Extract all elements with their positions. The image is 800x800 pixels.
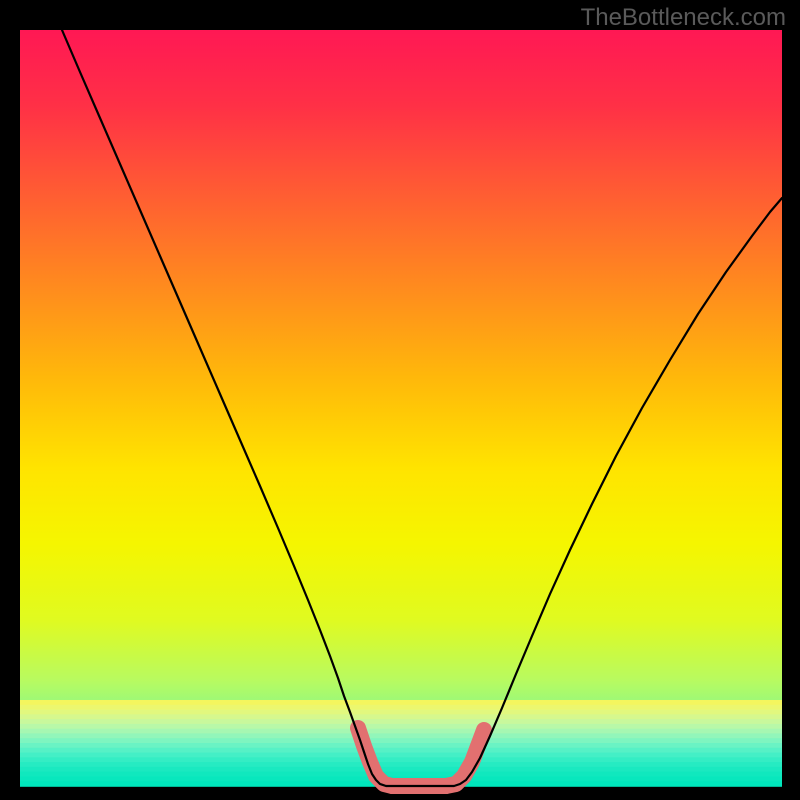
band-row: [20, 757, 782, 763]
band-row: [20, 772, 782, 778]
band-row: [20, 714, 782, 720]
band-row: [20, 724, 782, 730]
gradient-panel: [20, 30, 782, 786]
band-row: [20, 729, 782, 735]
band-row: [20, 733, 782, 739]
chart-stage: TheBottleneck.com: [0, 0, 800, 800]
band-row: [20, 710, 782, 716]
chart-svg: [0, 0, 800, 800]
band-row: [20, 743, 782, 749]
band-row: [20, 738, 782, 744]
band-row: [20, 762, 782, 768]
band-row: [20, 753, 782, 759]
band-row: [20, 767, 782, 773]
band-row: [20, 719, 782, 725]
band-row: [20, 700, 782, 706]
watermark-text: TheBottleneck.com: [581, 4, 786, 32]
band-row: [20, 748, 782, 754]
band-row: [20, 705, 782, 711]
